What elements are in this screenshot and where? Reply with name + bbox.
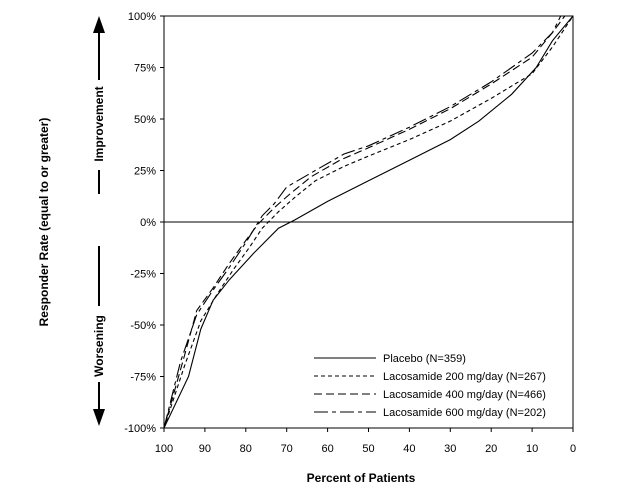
series-line	[163, 15, 562, 429]
y-axis-title: Responder Rate (equal to or greater)	[37, 118, 51, 327]
x-tick-label: 10	[526, 443, 538, 455]
series-line	[163, 15, 574, 429]
x-tick-label: 70	[281, 443, 293, 455]
x-tick-label: 50	[362, 443, 374, 455]
y-tick-label: -75%	[130, 372, 156, 384]
x-tick-label: 80	[240, 443, 252, 455]
worsening-label: Worsening	[92, 315, 106, 377]
down-arrow-icon	[93, 409, 105, 426]
y-tick-label: 25%	[134, 166, 156, 178]
y-tick-label: 75%	[134, 63, 156, 75]
x-tick-label: 20	[485, 443, 497, 455]
x-tick-label: 40	[403, 443, 415, 455]
legend-entry-label: Lacosamide 400 mg/day (N=466)	[383, 389, 546, 401]
series-line	[163, 15, 574, 429]
legend-entry-label: Placebo (N=359)	[383, 353, 466, 365]
y-tick-label: 100%	[128, 11, 156, 23]
series-line	[163, 15, 566, 429]
up-arrow-icon	[93, 16, 105, 33]
series-lines	[163, 15, 574, 429]
worsening-indicator: Worsening	[88, 246, 110, 426]
y-tick-label: -25%	[130, 269, 156, 281]
y-tick-label: 0%	[140, 217, 156, 229]
legend: Placebo (N=359) Lacosamide 200 mg/day (N=…	[314, 353, 546, 419]
x-tick-label: 60	[321, 443, 333, 455]
x-axis-title: Percent of Patients	[307, 471, 416, 485]
y-tick-label: 50%	[134, 114, 156, 126]
axis-ticks: 100 90 80 70 60 50 40 30 20 10 0-100%-75%-50%-25%0…	[124, 11, 576, 455]
legend-entry-label: Lacosamide 200 mg/day (N=267)	[383, 371, 546, 383]
y-tick-label: -100%	[124, 423, 156, 435]
improvement-indicator: Improvement	[88, 16, 110, 194]
improvement-label: Improvement	[92, 86, 106, 161]
x-tick-label: 0	[570, 443, 576, 455]
x-tick-label: 30	[444, 443, 456, 455]
y-tick-label: -50%	[130, 320, 156, 332]
x-tick-label: 90	[199, 443, 211, 455]
x-tick-label: 100	[155, 443, 173, 455]
legend-entry-label: Lacosamide 600 mg/day (N=202)	[383, 407, 546, 419]
